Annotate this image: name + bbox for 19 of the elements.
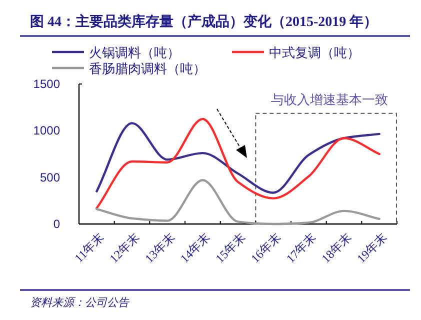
- legend-label: 中式复调（吨）: [269, 45, 360, 60]
- x-tick-label: 11年末: [72, 230, 107, 266]
- x-tick-label: 17年末: [283, 230, 319, 266]
- legend-label: 香肠腊肉调料（吨）: [89, 61, 206, 76]
- legend-label: 火锅调料（吨）: [89, 45, 180, 60]
- x-tick-label: 13年末: [142, 230, 178, 266]
- text: 资料来源：公司公告: [30, 296, 130, 309]
- x-tick-label: 14年末: [177, 230, 213, 266]
- x-tick-label: 19年末: [354, 230, 390, 266]
- y-tick-label: 1500: [33, 77, 60, 91]
- annotation: 与收入增速基本一致: [271, 92, 388, 107]
- x-tick-label: 15年末: [212, 230, 248, 266]
- x-tick-label: 12年末: [106, 230, 142, 266]
- x-tick-label: 16年末: [248, 230, 284, 266]
- y-tick-label: 500: [40, 170, 60, 184]
- title: 图 44：主要品类库存量（产成品）变化（2015-2019 年）: [30, 15, 378, 30]
- y-tick-label: 0: [53, 217, 60, 231]
- y-tick-label: 1000: [33, 124, 60, 138]
- x-tick-label: 18年末: [318, 230, 354, 266]
